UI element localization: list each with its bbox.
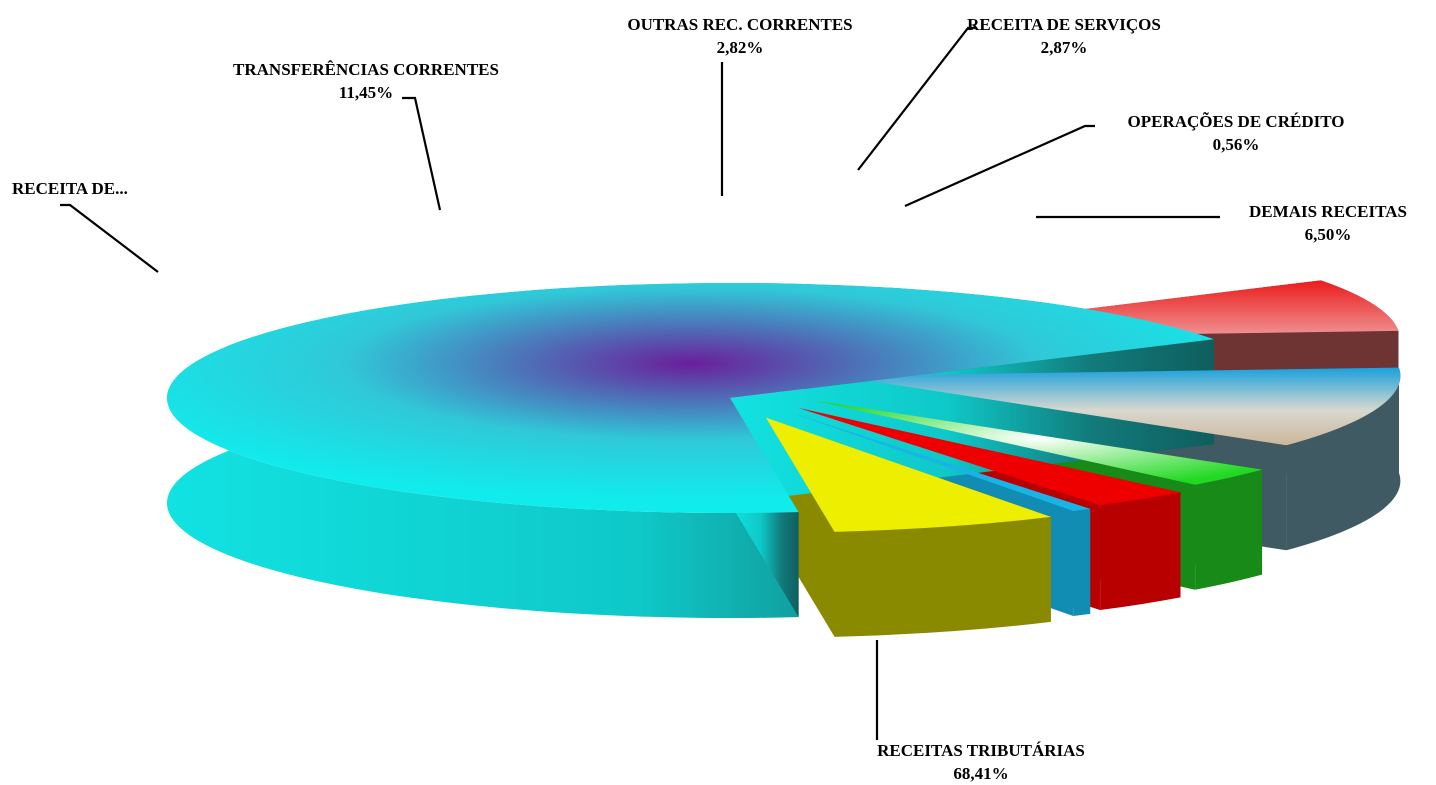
pie-slice <box>798 407 1181 506</box>
leader-line <box>60 203 159 273</box>
slice-value-label: 11,45% <box>339 83 393 102</box>
leader-lines <box>60 26 1220 740</box>
slice-label: TRANSFERÊNCIAS CORRENTES <box>233 60 499 79</box>
leader-line <box>857 26 975 171</box>
slice-label: RECEITA DE SERVIÇOS <box>967 15 1161 34</box>
slice-label: DEMAIS RECEITAS <box>1249 202 1407 221</box>
pie-slice <box>167 283 1214 513</box>
slice-value-label: 2,87% <box>1041 38 1088 57</box>
pie-slice <box>837 367 1401 446</box>
slice-label: OPERAÇÕES DE CRÉDITO <box>1128 111 1345 131</box>
leader-line <box>904 124 1095 208</box>
slice-value-label: 68,41% <box>953 764 1008 783</box>
slice-value-label: 0,56% <box>1213 135 1260 154</box>
leader-line <box>402 96 442 211</box>
pie-slice <box>813 400 1263 485</box>
slice-value-label: 2,82% <box>717 38 764 57</box>
pie-slice <box>788 411 1091 511</box>
slice-label: RECEITAS TRIBUTÁRIAS <box>877 741 1085 760</box>
slice-value-label: 6,50% <box>1305 225 1352 244</box>
pie-slice <box>765 417 1051 532</box>
slice-tops <box>167 280 1401 532</box>
slice-label: RECEITA DE... <box>12 179 128 198</box>
labels: RECEITAS TRIBUTÁRIAS 68,41% RECEITA DE..… <box>12 15 1407 783</box>
slice-label: OUTRAS REC. CORRENTES <box>627 15 852 34</box>
